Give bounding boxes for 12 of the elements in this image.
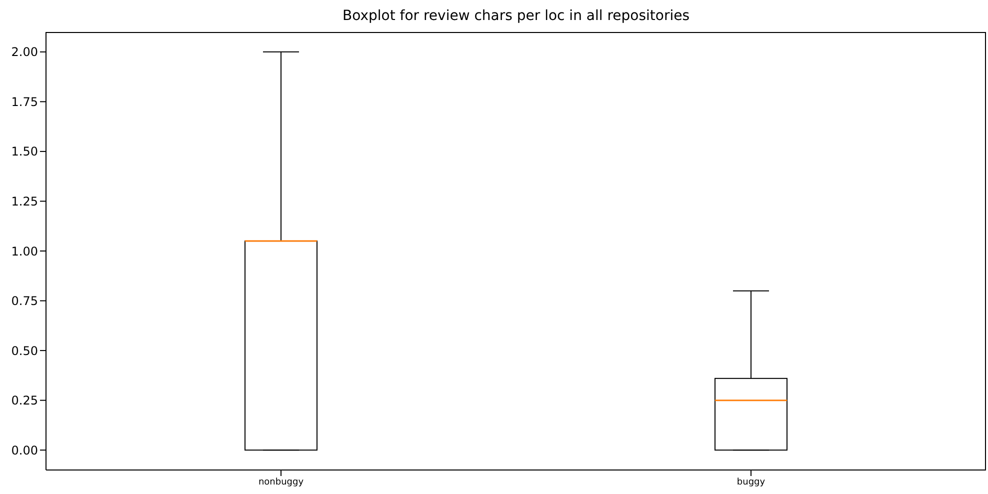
y-tick-label: 1.25	[11, 194, 38, 208]
y-tick-label: 1.75	[11, 94, 38, 109]
y-tick-label: 0.25	[11, 394, 38, 408]
y-tick-label: 0.75	[11, 294, 38, 308]
x-tick-label: nonbuggy	[258, 477, 304, 488]
y-tick-label: 0.00	[11, 443, 38, 458]
y-tick-label: 1.00	[11, 244, 38, 258]
y-tick-label: 0.50	[11, 344, 38, 358]
y-tick-label: 1.50	[11, 144, 38, 159]
x-tick-label: buggy	[736, 477, 766, 488]
chart-title: Boxplot for review chars per loc in all repositories	[341, 8, 691, 24]
y-tick-label: 2.00	[11, 45, 38, 60]
